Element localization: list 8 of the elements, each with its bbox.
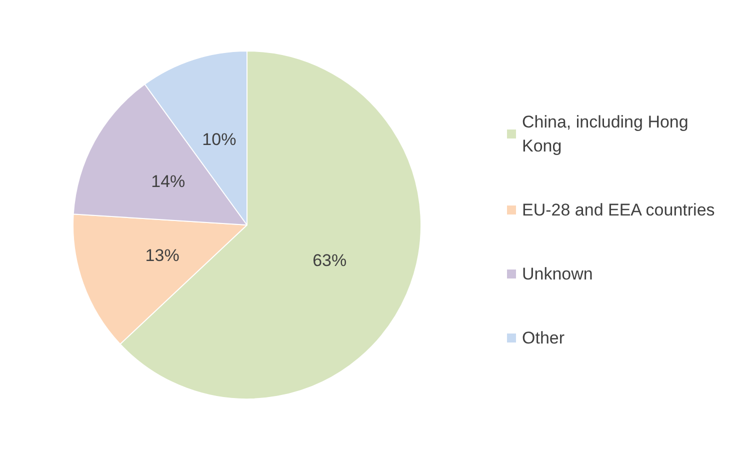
data-label: 10% bbox=[202, 130, 236, 149]
data-label: 63% bbox=[312, 251, 347, 270]
legend-label: Unknown bbox=[522, 264, 593, 284]
legend-label: EU-28 and EEA countries bbox=[522, 200, 715, 220]
data-label: 13% bbox=[145, 246, 180, 265]
legend-label: Other bbox=[522, 328, 565, 348]
data-label: 14% bbox=[151, 172, 186, 192]
legend-label: China, including Hong Kong bbox=[522, 112, 694, 156]
